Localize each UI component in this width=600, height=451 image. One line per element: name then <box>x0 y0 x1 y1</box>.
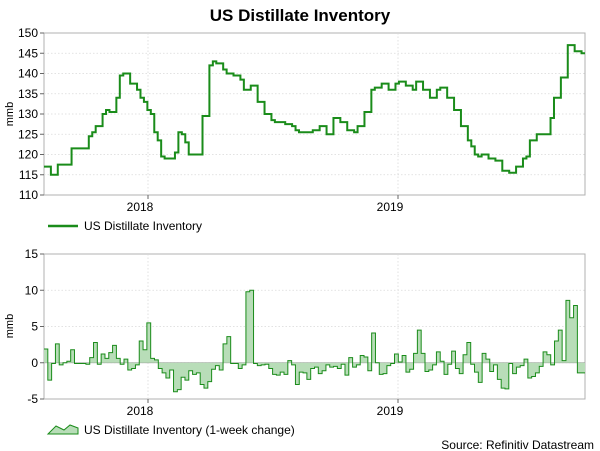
bot-ytick-label: 15 <box>25 247 39 261</box>
top-ytick-label: 120 <box>18 148 38 162</box>
bottom-legend-swatch <box>46 424 79 435</box>
bot-ytick-label: 5 <box>31 320 38 334</box>
chart-title: US Distillate Inventory <box>210 6 391 25</box>
bottom-legend: US Distillate Inventory (1-week change) <box>46 423 295 437</box>
top-ytick-label: 115 <box>19 168 38 182</box>
bot-ytick-label: -5 <box>27 392 38 406</box>
top-legend: US Distillate Inventory <box>48 219 202 233</box>
bottom-y-ticks: -5 0 5 10 15 <box>25 247 44 406</box>
top-legend-label: US Distillate Inventory <box>84 219 202 233</box>
bot-ytick-label: 0 <box>31 356 38 370</box>
top-series-group <box>44 44 585 176</box>
top-panel: 110 115 120 125 130 135 140 145 150 2018 2019 mmb <box>4 26 586 214</box>
source-note: Source: Refinitiv Datastream <box>441 438 594 451</box>
bot-xtick-label: 2019 <box>377 404 404 418</box>
bottom-series-group <box>44 289 585 393</box>
top-ytick-label: 110 <box>19 188 38 202</box>
top-ytick-label: 150 <box>18 26 38 40</box>
top-y-axis-label: mmb <box>4 102 16 126</box>
top-series-line <box>44 44 585 176</box>
top-ytick-label: 140 <box>18 67 38 81</box>
top-y-ticks: 110 115 120 125 130 135 140 145 150 <box>18 26 44 202</box>
bottom-panel: -5 0 5 10 15 2018 2019 mmb <box>4 247 586 418</box>
top-xtick-label: 2019 <box>377 200 404 214</box>
bottom-x-ticks: 2018 2019 <box>127 399 404 418</box>
bot-ytick-label: 10 <box>25 283 39 297</box>
bot-series-outline <box>44 289 585 393</box>
top-ytick-label: 125 <box>18 127 38 141</box>
bot-xtick-label: 2018 <box>127 404 154 418</box>
top-x-ticks: 2018 2019 <box>127 195 404 214</box>
top-ytick-label: 135 <box>18 87 38 101</box>
top-ytick-label: 145 <box>18 46 38 60</box>
top-grid <box>44 33 585 195</box>
top-xtick-label: 2018 <box>127 200 154 214</box>
top-ytick-label: 130 <box>18 107 38 121</box>
bot-series-area <box>44 290 585 392</box>
bottom-y-axis-label: mmb <box>4 314 16 338</box>
bottom-legend-label: US Distillate Inventory (1-week change) <box>84 423 295 437</box>
